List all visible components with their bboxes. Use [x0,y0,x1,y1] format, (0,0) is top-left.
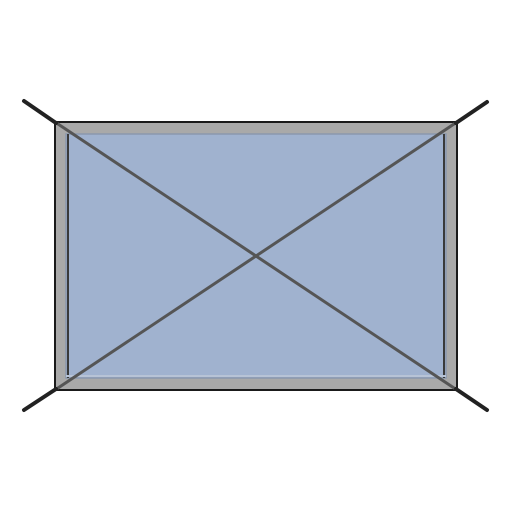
corner-line-top-left [22,99,58,125]
corner-line-bottom-right [454,387,489,412]
corner-line-top-right [454,100,489,125]
corner-line-bottom-left [22,387,58,412]
diagonal-line-b [54,120,458,392]
